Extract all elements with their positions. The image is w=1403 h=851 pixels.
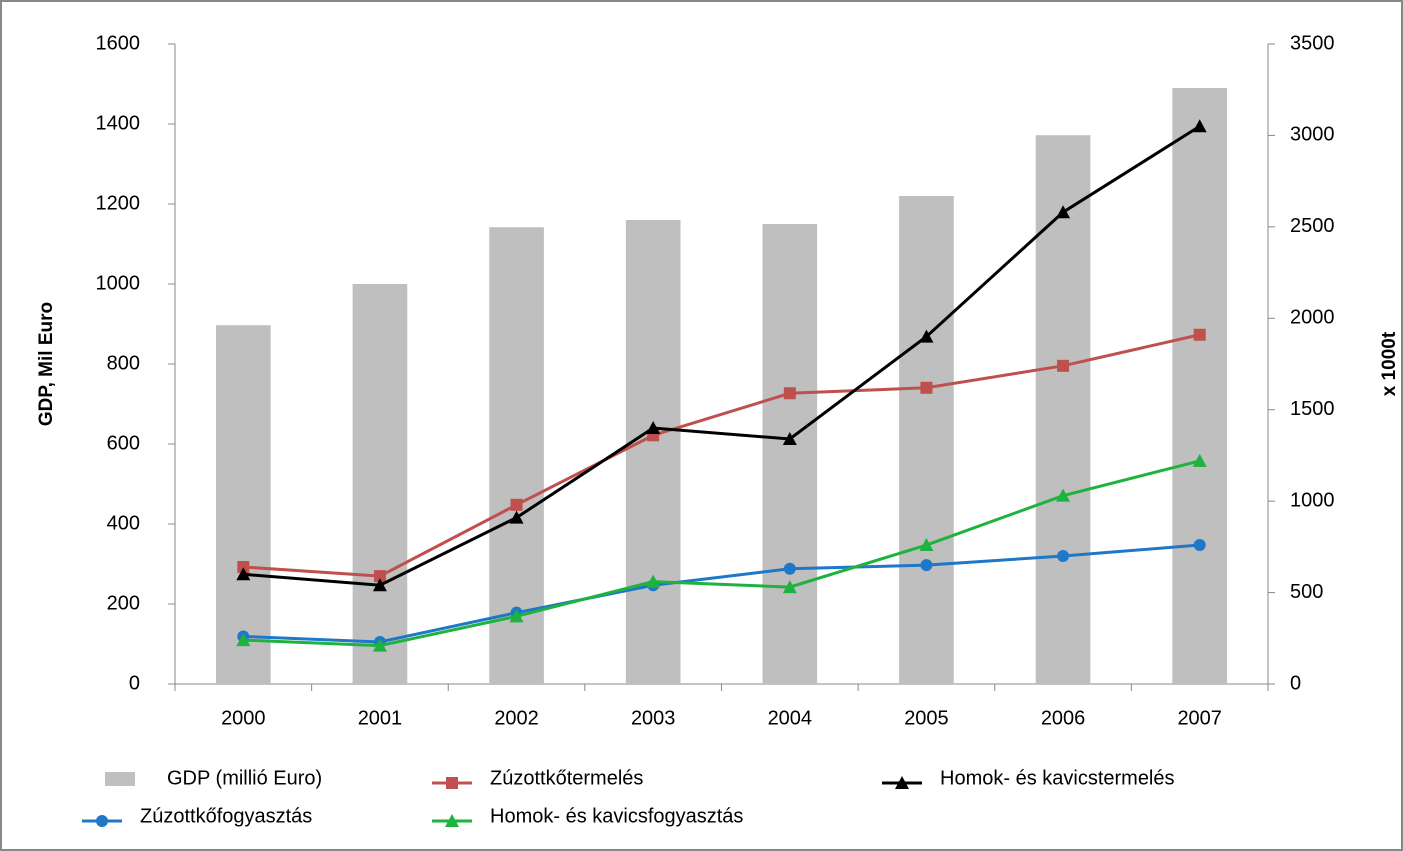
marker bbox=[919, 329, 934, 343]
y2-tick-label: 2000 bbox=[1290, 307, 1335, 329]
legend-label: Zúzottkőfogyasztás bbox=[140, 805, 312, 827]
line bbox=[243, 333, 1201, 578]
y-axis-title: GDP, Mil Euro bbox=[36, 302, 57, 426]
y2-tick-label: 1500 bbox=[1290, 398, 1335, 420]
line bbox=[243, 459, 1201, 648]
bar bbox=[1172, 88, 1228, 684]
y2-tick-label: 2500 bbox=[1290, 215, 1335, 237]
marker bbox=[1192, 119, 1207, 133]
bar bbox=[1035, 135, 1091, 684]
marker bbox=[782, 431, 797, 445]
y2-tick-label: 0 bbox=[1290, 672, 1301, 694]
y-tick-label: 800 bbox=[107, 352, 140, 374]
bar bbox=[625, 220, 681, 684]
y-tick-label: 0 bbox=[129, 672, 140, 694]
y2-tick-label: 3500 bbox=[1290, 32, 1335, 54]
marker bbox=[1056, 205, 1071, 219]
marker bbox=[783, 387, 796, 400]
y-tick-label: 1000 bbox=[96, 272, 141, 294]
marker bbox=[446, 777, 458, 789]
marker bbox=[920, 559, 933, 572]
legend-label: Homok- és kavicsfogyasztás bbox=[490, 805, 743, 827]
legend-swatch bbox=[105, 772, 135, 786]
x-tick-label: 2003 bbox=[631, 707, 676, 729]
x-tick-label: 2001 bbox=[358, 707, 403, 729]
legend-label: Zúzottkőtermelés bbox=[490, 767, 643, 789]
x-tick-label: 2007 bbox=[1177, 707, 1222, 729]
marker bbox=[920, 381, 933, 394]
line bbox=[243, 543, 1200, 644]
x-tick-label: 2004 bbox=[768, 707, 813, 729]
marker bbox=[646, 421, 661, 434]
marker bbox=[782, 580, 797, 594]
marker bbox=[236, 567, 251, 581]
y-tick-label: 1200 bbox=[96, 192, 141, 214]
marker bbox=[236, 633, 251, 647]
y-tick-label: 1400 bbox=[96, 112, 141, 134]
y2-axis-title: x 1000t bbox=[1379, 331, 1400, 396]
marker bbox=[919, 538, 934, 552]
marker bbox=[1057, 550, 1070, 562]
marker bbox=[1192, 453, 1207, 467]
x-tick-label: 2002 bbox=[494, 707, 539, 729]
x-tick-label: 2000 bbox=[221, 707, 266, 729]
marker bbox=[1057, 359, 1070, 372]
marker bbox=[96, 815, 108, 827]
bar bbox=[215, 325, 271, 684]
y-tick-label: 400 bbox=[107, 512, 140, 534]
bar bbox=[762, 224, 818, 684]
line bbox=[243, 125, 1201, 587]
y2-tick-label: 1000 bbox=[1290, 489, 1335, 511]
marker bbox=[237, 560, 250, 573]
marker bbox=[509, 510, 524, 524]
y-tick-label: 600 bbox=[107, 432, 140, 454]
y2-tick-label: 500 bbox=[1290, 581, 1323, 603]
marker bbox=[372, 578, 387, 592]
y-tick-label: 200 bbox=[107, 592, 140, 614]
marker bbox=[373, 570, 386, 583]
bar bbox=[899, 196, 954, 684]
x-tick-label: 2005 bbox=[904, 707, 949, 729]
legend-label: GDP (millió Euro) bbox=[167, 767, 322, 789]
x-tick-label: 2006 bbox=[1041, 707, 1086, 729]
legend-label: Homok- és kavicstermelés bbox=[940, 767, 1175, 789]
marker bbox=[1193, 539, 1206, 552]
y-tick-label: 1600 bbox=[96, 32, 141, 54]
marker bbox=[895, 776, 909, 789]
marker bbox=[646, 574, 661, 588]
marker bbox=[372, 638, 387, 652]
bar bbox=[352, 284, 408, 684]
marker bbox=[509, 609, 524, 623]
marker bbox=[445, 814, 459, 827]
marker bbox=[510, 498, 523, 511]
marker bbox=[1193, 328, 1206, 341]
marker bbox=[783, 562, 796, 575]
y2-tick-label: 3000 bbox=[1290, 124, 1335, 146]
marker bbox=[1056, 488, 1071, 502]
